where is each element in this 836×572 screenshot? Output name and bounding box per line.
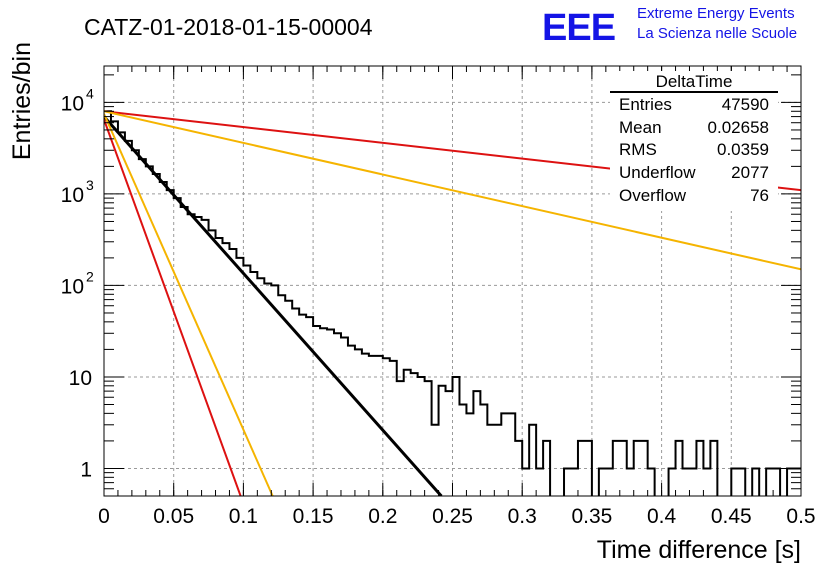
histogram-deltatime	[104, 110, 801, 496]
axes: 0 0.05 0.1 0.15 0.2 0.25 0.3 0.35 0.4 0.45 0.5 1 10 1…	[61, 65, 816, 528]
chart-title: CATZ-01-2018-01-15-00004	[84, 14, 373, 40]
stats-value: 0.02658	[708, 118, 769, 137]
stats-label: Mean	[619, 118, 662, 137]
x-tick-label: 0	[98, 505, 110, 528]
fit-line-5	[104, 119, 242, 496]
stats-box-title: DeltaTime	[656, 72, 733, 91]
x-tick-label: 0.1	[229, 505, 258, 528]
eee-logo-line1: Extreme Energy Events	[637, 5, 795, 22]
stats-row: Entries 47590	[619, 95, 769, 114]
stats-label: RMS	[619, 140, 657, 159]
y-tick-exponent: 4	[86, 85, 94, 101]
x-tick-label: 0.2	[368, 505, 397, 528]
stats-box: DeltaTime Entries 47590 Mean 0.02658 RMS…	[610, 71, 778, 211]
x-tick-label: 0.05	[153, 505, 194, 528]
x-tick-label: 0.45	[711, 505, 752, 528]
stats-label: Underflow	[619, 163, 696, 182]
stats-value: 47590	[722, 95, 769, 114]
fit-line-3	[104, 115, 443, 496]
stats-label: Entries	[619, 95, 672, 114]
plot-frame	[103, 65, 802, 497]
x-tick-label: 0.25	[432, 505, 473, 528]
stats-value: 2077	[731, 163, 769, 182]
eee-logo: EEE Extreme Energy Events La Scienza nel…	[542, 5, 797, 49]
y-tick-label: 10	[61, 92, 84, 115]
stats-value: 0.0359	[717, 140, 769, 159]
stats-row: Mean 0.02658	[619, 118, 769, 137]
y-tick-label: 10	[61, 275, 84, 298]
stats-label: Overflow	[619, 186, 687, 205]
stats-value: 76	[750, 186, 769, 205]
stats-row: Overflow 76	[619, 186, 769, 205]
x-tick-label: 0.35	[571, 505, 612, 528]
stats-box-background	[610, 71, 778, 211]
plot-area	[104, 110, 801, 496]
y-axis-label: Entries/bin	[8, 42, 36, 160]
eee-logo-mark: EEE	[542, 7, 615, 49]
x-tick-label: 0.5	[786, 505, 815, 528]
y-tick-label: 1	[80, 458, 92, 481]
x-axis-label: Time difference [s]	[597, 536, 801, 564]
eee-logo-line2: La Scienza nelle Scuole	[637, 25, 797, 42]
fit-line-4	[104, 113, 274, 496]
stats-row: Underflow 2077	[619, 163, 769, 182]
y-tick-label: 10	[69, 367, 92, 390]
y-tick-exponent: 2	[86, 268, 94, 284]
y-tick-exponent: 3	[86, 177, 94, 193]
x-tick-label: 0.3	[508, 505, 537, 528]
fit-line-2	[104, 110, 801, 271]
x-tick-label: 0.4	[647, 505, 677, 528]
x-tick-label: 0.15	[293, 505, 334, 528]
y-tick-label: 10	[61, 184, 84, 207]
stats-row: RMS 0.0359	[619, 140, 769, 159]
